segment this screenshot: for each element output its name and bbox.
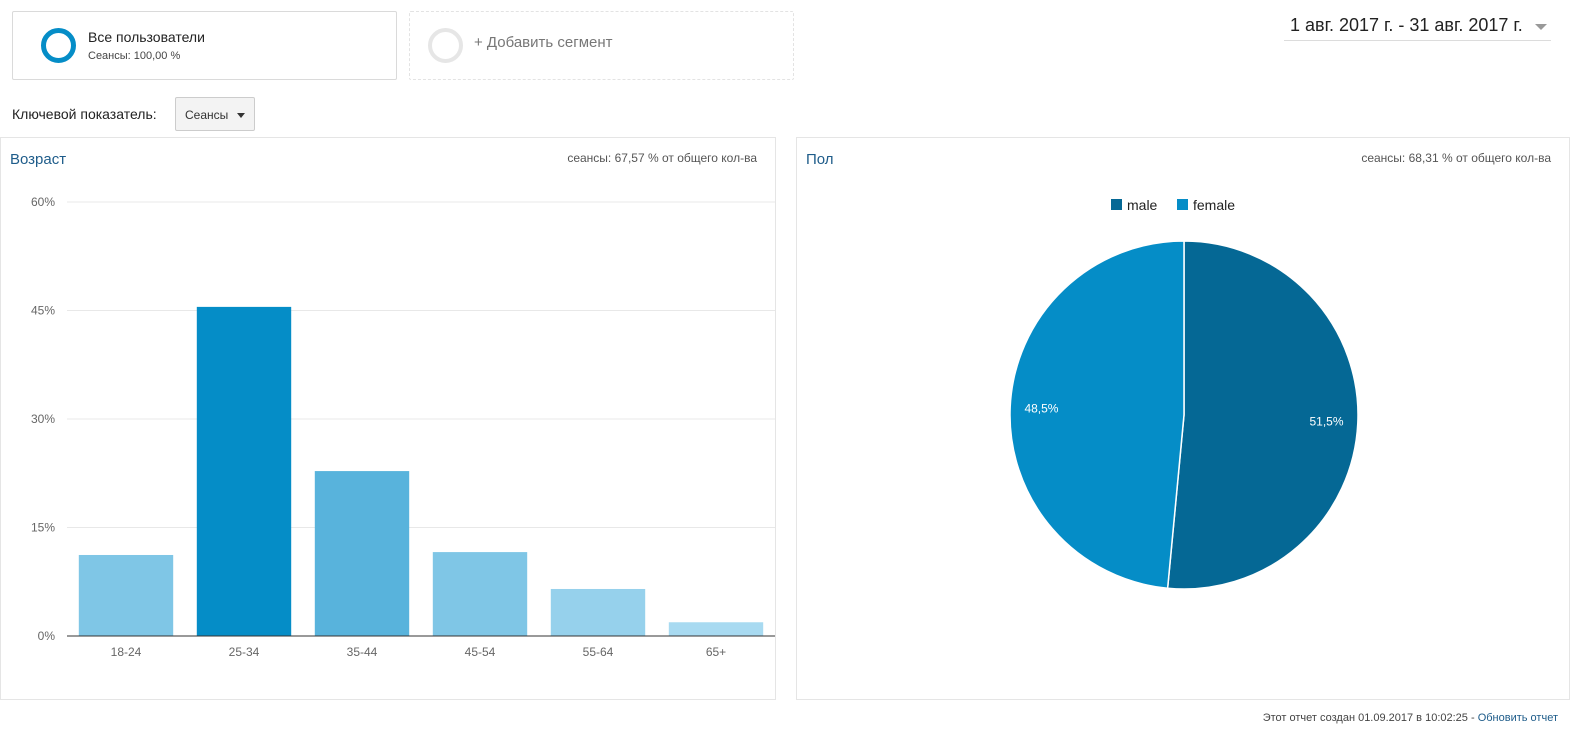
segment-title: Все пользователи <box>88 29 205 45</box>
bar-25-34 <box>196 306 292 636</box>
segment-subtitle: Сеансы: 100,00 % <box>88 50 181 62</box>
y-tick-label: 30% <box>31 412 55 426</box>
gender-panel: Пол сеансы: 68,31 % от общего кол-ва mal… <box>796 137 1570 700</box>
y-tick-label: 15% <box>31 521 55 535</box>
x-tick-label: 35-44 <box>347 645 378 659</box>
y-tick-label: 60% <box>31 195 55 209</box>
chevron-down-icon <box>1535 24 1547 30</box>
pie-label-male: 51,5% <box>1310 415 1344 429</box>
age-panel-share: сеансы: 67,57 % от общего кол-ва <box>567 151 757 165</box>
refresh-report-link[interactable]: Обновить отчет <box>1477 712 1558 724</box>
add-segment-label: + Добавить сегмент <box>474 34 613 51</box>
x-tick-label: 25-34 <box>229 645 260 659</box>
y-tick-label: 45% <box>31 304 55 318</box>
report-created-text: Этот отчет создан 01.09.2017 в 10:02:25 … <box>1262 712 1478 724</box>
age-bar-chart: 0% 15% 30% 45% 60% 18-24 25-34 35-44 45-54 55-64 6… <box>31 195 775 659</box>
gender-pie-chart: male female 51,5% 48,5% <box>1009 197 1359 590</box>
pie-slice-male <box>1166 240 1359 590</box>
age-panel-title: Возраст <box>10 151 67 168</box>
x-tick-label: 55-64 <box>583 645 614 659</box>
bar-35-44 <box>314 471 410 636</box>
y-tick-label: 0% <box>38 629 56 643</box>
date-range-text: 1 авг. 2017 г. - 31 авг. 2017 г. <box>1290 15 1523 35</box>
legend-swatch-male <box>1111 199 1122 210</box>
legend-label-male: male <box>1127 197 1158 213</box>
legend-label-female: female <box>1193 197 1235 213</box>
date-range-picker[interactable]: 1 авг. 2017 г. - 31 авг. 2017 г. <box>1284 13 1551 41</box>
gender-panel-title: Пол <box>806 151 834 168</box>
metric-label: Ключевой показатель: <box>12 106 157 122</box>
chevron-down-icon <box>237 113 245 118</box>
x-tick-label: 65+ <box>706 645 726 659</box>
bar-65+ <box>668 622 764 636</box>
bar-45-54 <box>432 552 528 636</box>
metric-select-value: Сеансы <box>185 108 229 122</box>
gender-panel-share: сеансы: 68,31 % от общего кол-ва <box>1361 151 1551 165</box>
segment-card-all-users[interactable]: Все пользователи Сеансы: 100,00 % <box>12 11 397 80</box>
metric-select[interactable]: Сеансы <box>175 97 255 131</box>
report-footer: Этот отчет создан 01.09.2017 в 10:02:25 … <box>1263 712 1558 724</box>
x-tick-label: 45-54 <box>465 645 496 659</box>
bar-18-24 <box>78 554 174 636</box>
empty-segment-ring-icon <box>428 28 463 63</box>
add-segment-button[interactable]: + Добавить сегмент <box>409 11 794 80</box>
pie-label-female: 48,5% <box>1024 401 1058 415</box>
pie-slice-female <box>1009 240 1185 590</box>
legend-swatch-female <box>1177 199 1188 210</box>
bar-55-64 <box>550 588 646 636</box>
segment-ring-icon <box>41 28 76 63</box>
age-panel: Возраст сеансы: 67,57 % от общего кол-ва… <box>0 137 776 700</box>
x-tick-label: 18-24 <box>111 645 142 659</box>
